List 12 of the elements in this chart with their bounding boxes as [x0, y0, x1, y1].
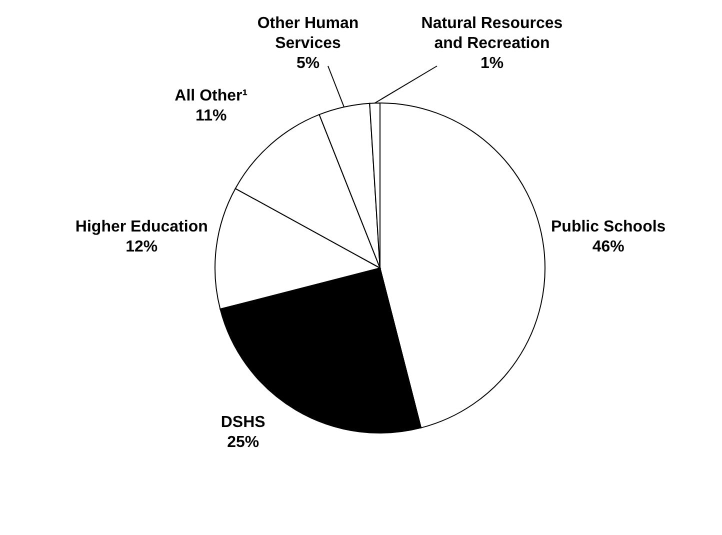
data-label: 1%	[480, 55, 504, 72]
slice-label: Natural Resources and Recreation	[421, 15, 563, 52]
data-label: 12%	[126, 238, 158, 256]
data-label: 5%	[296, 55, 320, 72]
data-label: 46%	[592, 238, 624, 256]
slice-label: Higher Education	[75, 218, 208, 236]
data-label: 25%	[227, 434, 260, 451]
slice-label: Other Human Services	[257, 15, 359, 52]
slice-label: Public Schools	[551, 218, 666, 236]
slice-label: All Other¹	[174, 87, 248, 104]
slice-label: DSHS	[220, 414, 266, 431]
data-label: 11%	[196, 107, 227, 124]
